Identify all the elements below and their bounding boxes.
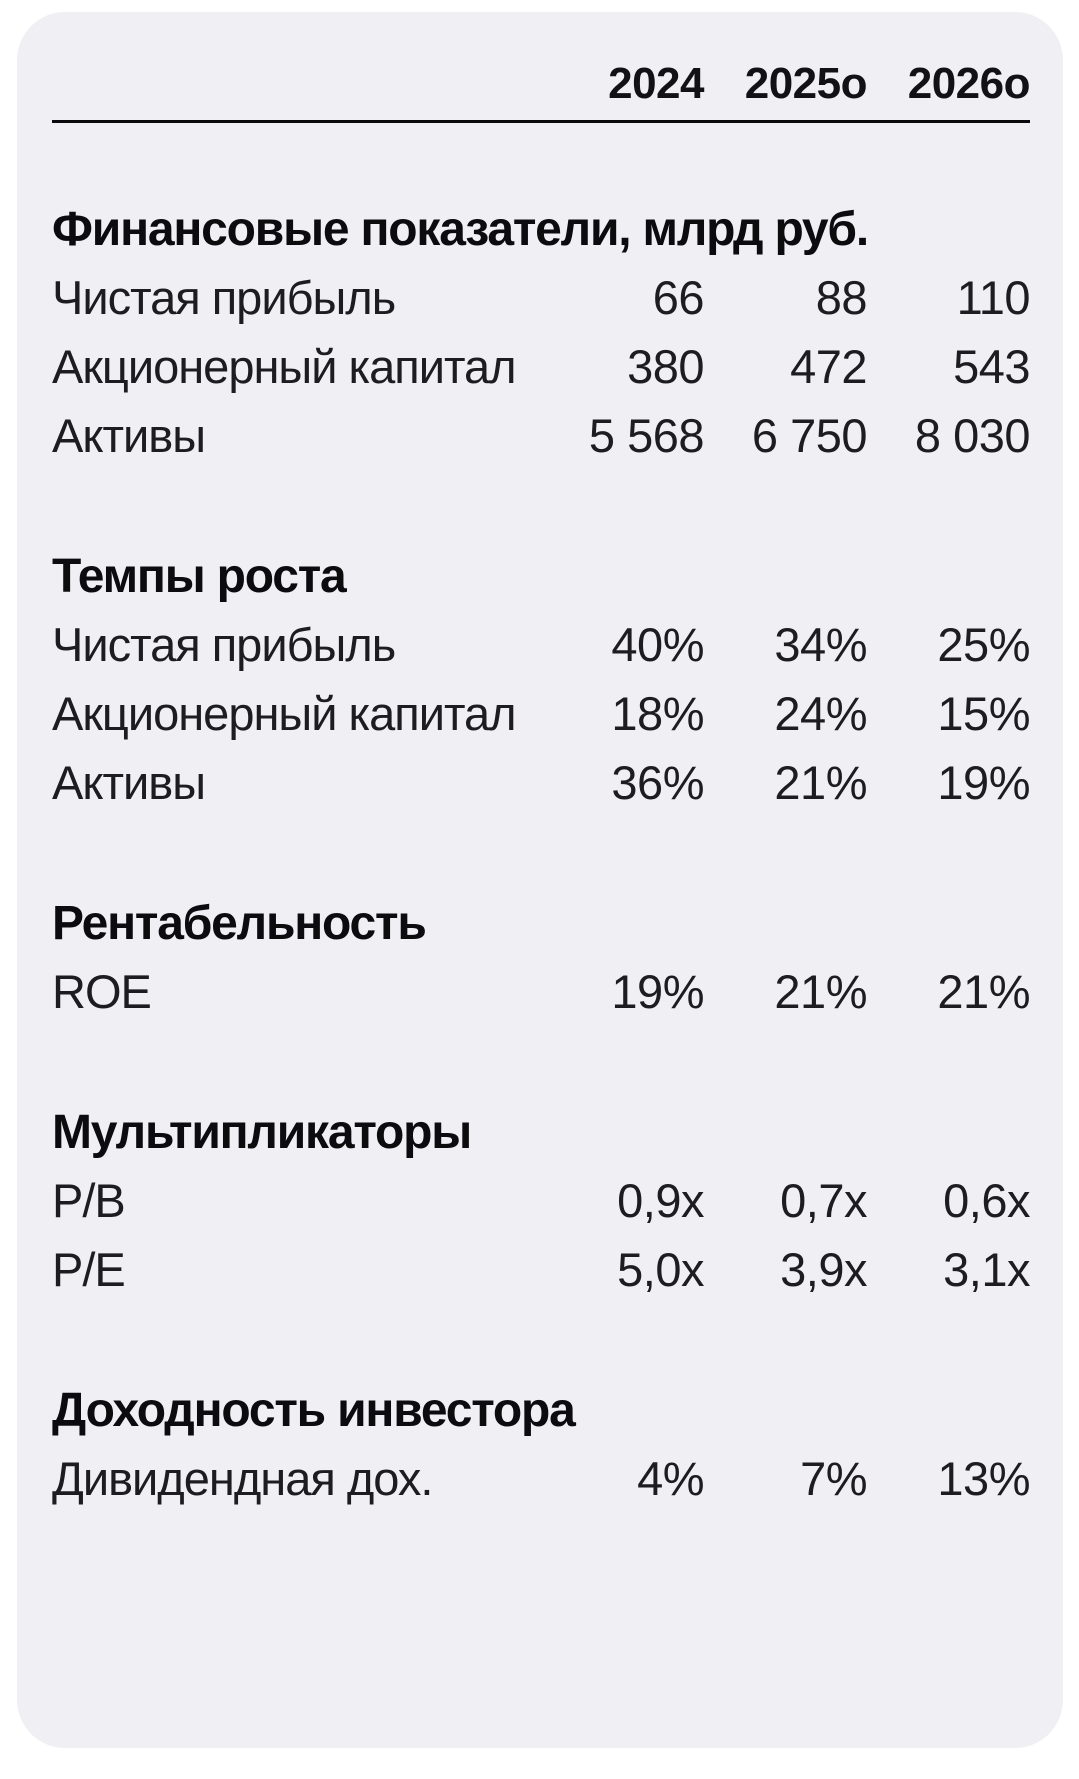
row-value: 19% [937,756,1030,809]
row-value: 0,9x [617,1174,704,1227]
table-sections: Финансовые показатели, млрд руб. Чистая п… [52,195,1031,1513]
row-value: 36% [611,756,704,809]
table-row: ROE 19% 21% 21% [52,957,1031,1026]
row-value: 21% [774,965,867,1018]
column-header-2024: 2024 [608,59,704,108]
row-value: 0,7x [780,1174,867,1227]
row-value: 40% [611,618,704,671]
row-value: 7% [800,1452,867,1505]
row-value: 88 [815,271,868,324]
section-title: Рентабельность [52,896,427,950]
table-row: P/B 0,9x 0,7x 0,6x [52,1166,1031,1235]
row-value: 66 [652,271,705,324]
row-value: 5 568 [588,409,705,462]
table-row: Активы 36% 21% 19% [52,748,1031,817]
table-row: Акционерный капитал 380 472 543 [52,332,1031,401]
table-section: Темпы роста Чистая прибыль 40% 34% 25% Акцион… [52,542,1031,817]
row-value: 24% [774,687,867,740]
row-value: 0,6x [943,1174,1030,1227]
row-value: 15% [937,687,1030,740]
row-label: ROE [52,965,152,1018]
row-label: Акционерный капитал [52,687,517,740]
row-value: 3,1x [943,1243,1030,1296]
table-header-row: 2024 2025о 2026о [52,58,1031,123]
table-section: Финансовые показатели, млрд руб. Чистая п… [52,195,1031,470]
row-value: 380 [627,340,704,393]
row-value: 13% [937,1452,1030,1505]
table-section: Рентабельность ROE 19% 21% 21% [52,889,1031,1026]
row-label: Активы [52,756,206,809]
financial-summary-card: 2024 2025о 2026о Финансовые показатели, … [17,12,1063,1748]
row-value: 19% [611,965,704,1018]
row-value: 543 [953,340,1030,393]
table-row: Акционерный капитал 18% 24% 15% [52,679,1031,748]
row-label: Акционерный капитал [52,340,517,393]
section-title: Доходность инвестора [52,1383,576,1437]
row-value: 34% [774,618,867,671]
table-row: P/E 5,0x 3,9x 3,1x [52,1235,1031,1304]
table-row: Дивидендная дох. 4% 7% 13% [52,1444,1031,1513]
row-value: 21% [774,756,867,809]
row-value: 18% [611,687,704,740]
section-title: Мультипликаторы [52,1105,472,1159]
row-value: 8 030 [914,409,1031,462]
row-label: Активы [52,409,206,462]
column-header-2026-estimate: 2026о [907,59,1031,108]
row-label: Дивидендная дох. [52,1452,433,1505]
row-value: 6 750 [751,409,868,462]
row-label: P/E [52,1243,126,1296]
row-label: Чистая прибыль [52,618,396,671]
row-value: 472 [790,340,867,393]
section-title: Финансовые показатели, млрд руб. [52,202,869,256]
row-value: 21% [937,965,1030,1018]
row-value: 5,0x [617,1243,704,1296]
table-row: Чистая прибыль 40% 34% 25% [52,610,1031,679]
section-title: Темпы роста [52,549,347,603]
table-row: Чистая прибыль 66 88 110 [52,263,1031,332]
row-label: Чистая прибыль [52,271,396,324]
row-value: 3,9x [780,1243,867,1296]
row-value: 110 [956,271,1031,324]
table-section: Мультипликаторы P/B 0,9x 0,7x 0,6x P/E 5,0x 3,9… [52,1098,1031,1304]
table-row: Активы 5 568 6 750 8 030 [52,401,1031,470]
row-label: P/B [52,1174,126,1227]
row-value: 25% [937,618,1030,671]
column-header-2025-estimate: 2025о [744,59,868,108]
table-section: Доходность инвестора Дивидендная дох. 4% 7%… [52,1376,1031,1513]
row-value: 4% [637,1452,704,1505]
